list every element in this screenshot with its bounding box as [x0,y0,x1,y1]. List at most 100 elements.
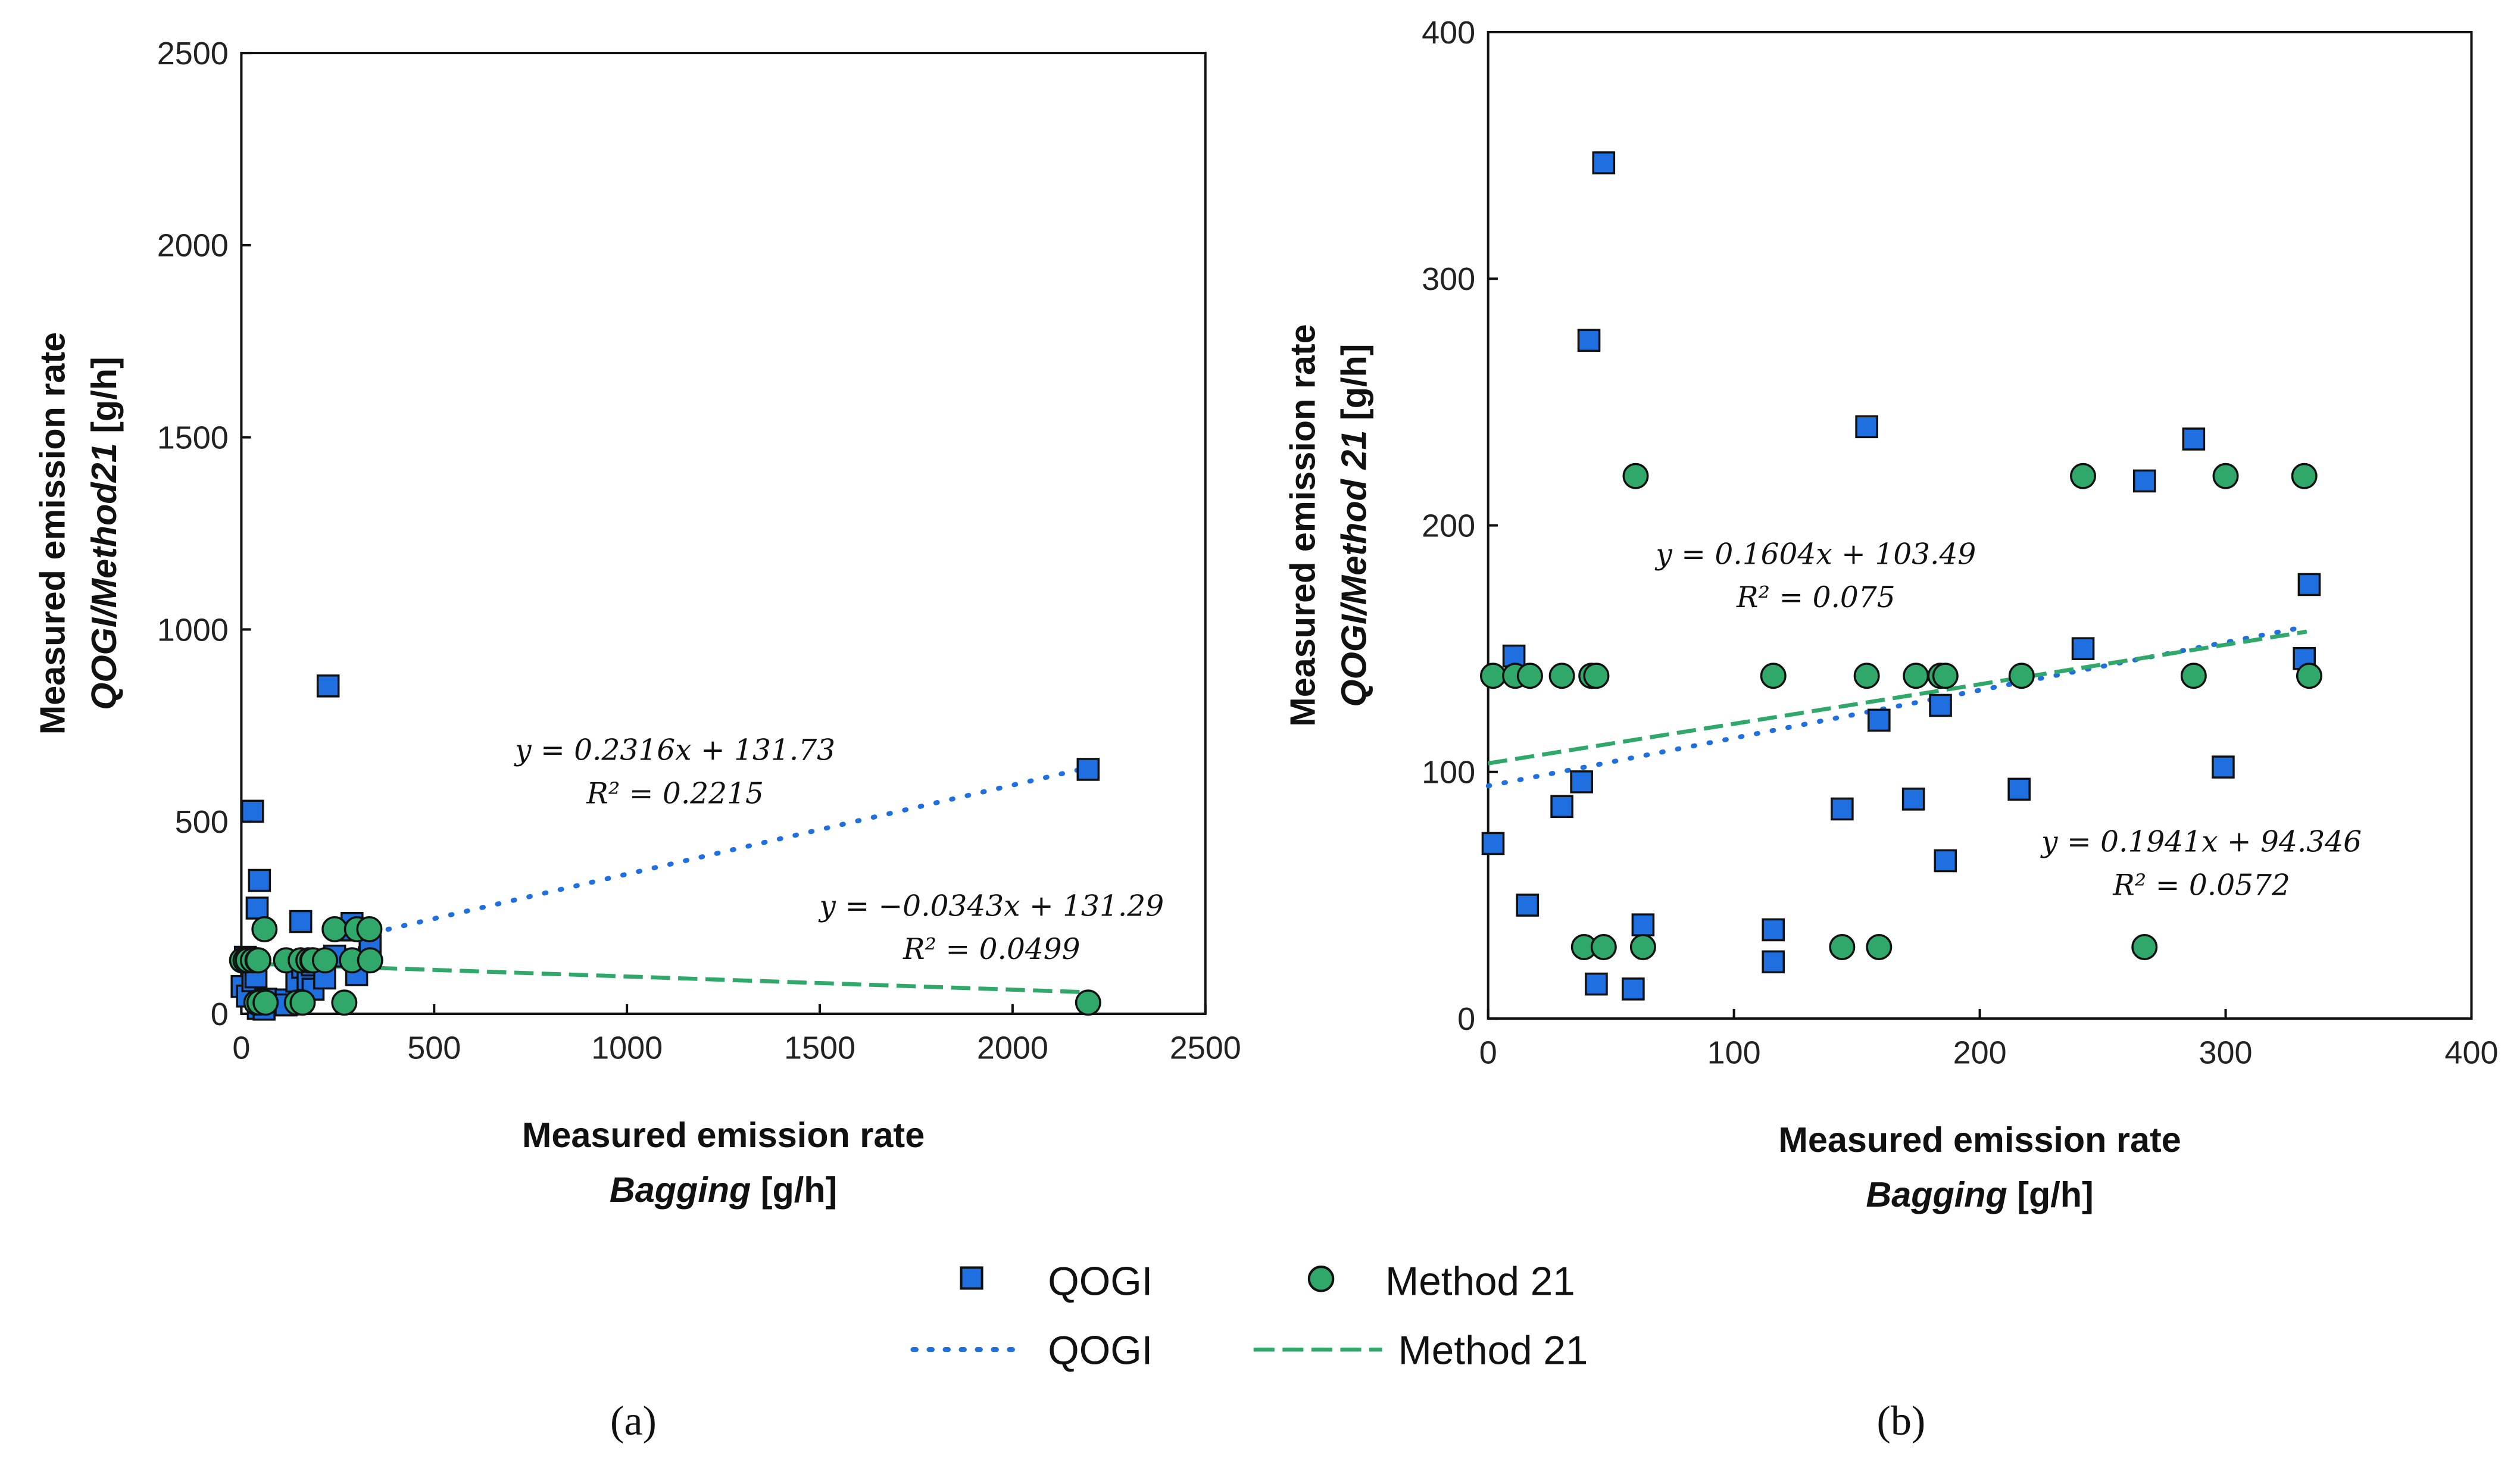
qogi-point [1831,797,1854,821]
x-tick-label: 1500 [784,1030,855,1066]
method21-point [2180,663,2207,689]
y-axis-label-method: QOGI/Method21 [84,443,124,710]
qogi-point [241,799,264,823]
qogi-point [1929,693,1952,717]
x-tick-label: 2500 [1170,1030,1241,1066]
x-axis-label-method: Bagging [1866,1174,2007,1214]
qogi-point [1592,151,1616,174]
method21-point [1516,663,1543,689]
qogi-point [1550,795,1573,819]
qogi-point [1481,832,1505,855]
x-tick-label: 300 [2199,1035,2253,1071]
qogi-point [2212,755,2235,779]
qogi-point [1622,977,1645,1001]
panel-b: 0 100 200 300 400 0 100 200 300 400 Measured emiss… [1282,15,2498,1444]
method21-point [2070,463,2097,489]
method21-point [289,989,316,1016]
y-tick-label: 300 [1422,261,1475,297]
method21-point [356,916,383,942]
x-tick-label: 500 [407,1030,461,1066]
method21-point [1629,933,1656,960]
method21-point [311,947,338,974]
y-tick-label: 400 [1422,15,1475,51]
x-axis-label-unit: [g/h] [751,1170,837,1210]
qogi-point [1631,913,1655,936]
method21-point [2008,663,2035,689]
legend-qogi-marker-label: QOGI [1048,1259,1153,1304]
x-axis-label: Measured emission rate [522,1115,925,1155]
y-axis-label-line2: QOGI/Method21 [g/h] [84,357,124,710]
panel-a: 0 500 1000 1500 2000 2500 0 500 1000 1500 2000 2500… [33,36,1241,1444]
qogi-point [2297,573,2321,596]
method21-point [1853,663,1880,689]
x-tick-label: 200 [1953,1035,2007,1071]
fit-equation: y = −0.0343x + 131.29 [818,889,1164,923]
x-axis-label-method: Bagging [610,1170,751,1210]
panel-caption: (a) [610,1398,657,1444]
fit-r-squared: R² = 0.0572 [2112,869,2290,902]
y-axis-label-group: Measured emission rate QOGI/Method21 [g/h… [33,332,124,735]
y-axis-label-unit: [g/h] [84,357,124,443]
method21-point [1622,463,1649,489]
method21-point [2291,463,2318,489]
fit-r-squared: R² = 0.075 [1736,581,1896,614]
qogi-point [2007,777,2031,801]
method21-point [357,947,383,974]
y-tick-label: 0 [1457,1001,1475,1037]
y-tick-label: 1500 [157,420,229,456]
legend-method21-line-label: Method 21 [1398,1328,1588,1373]
qogi-point [245,896,269,920]
x-tick-label: 0 [1479,1035,1497,1071]
qogi-point [316,674,340,698]
qogi-point [1762,950,1785,974]
method21-point [321,916,348,942]
fit-equation: y = 0.1941x + 94.346 [2040,825,2362,858]
qogi-point [1516,894,1540,917]
y-axis-label: Measured emission rate [1282,324,1322,726]
fit-line-method21 [1488,629,2307,766]
x-tick-label: 400 [2444,1035,2498,1071]
method21-point [252,989,279,1016]
y-tick-label: 0 [211,996,229,1032]
method21-point [1829,933,1856,960]
plot-frame [1487,30,2473,1020]
method21-point [245,947,271,974]
y-tick-label: 2500 [157,36,229,71]
legend-qogi-marker [960,1266,983,1290]
fit-line-method21 [241,961,1088,995]
qogi-point [1577,329,1601,352]
qogi-point [1570,770,1593,794]
qogi-point [1934,849,1957,873]
x-axis-label: Measured emission rate [1778,1120,2181,1160]
legend: QOGI Method 21 QOGI Method 21 [910,1259,1588,1373]
method21-point [1583,663,1610,689]
method21-point [1866,933,1893,960]
method21-point [2131,933,2158,960]
qogi-point [2071,637,2095,660]
panel-caption: (b) [1876,1398,1925,1444]
qogi-point [1076,758,1100,781]
qogi-point [248,869,271,892]
method21-point [331,989,358,1016]
y-axis-label-group: Measured emission rate QOGI/Method 21 [g/… [1282,324,1373,726]
y-tick-label: 200 [1422,508,1475,543]
fit-r-squared: R² = 0.0499 [903,933,1081,966]
y-axis-label-line2: QOGI/Method 21 [g/h] [1334,344,1374,707]
y-axis-label: Measured emission rate [33,332,73,735]
method21-point [2296,663,2322,689]
y-axis-label-method: QOGI/Method 21 [1334,430,1374,707]
qogi-point [289,910,313,933]
method21-point [1760,663,1787,689]
qogi-point [2132,469,2156,493]
qogi-point [1585,972,1608,996]
fit-r-squared: R² = 0.2215 [586,777,764,810]
legend-method21-marker [1307,1266,1335,1292]
y-tick-label: 100 [1422,755,1475,791]
y-tick-label: 500 [175,804,229,840]
fit-equation: y = 0.1604x + 103.49 [1654,538,1976,571]
x-axis-label-line2: Bagging [g/h] [610,1170,837,1210]
method21-point [1590,933,1617,960]
fit-line-qogi [1485,624,2309,789]
x-tick-label: 1000 [591,1030,663,1066]
